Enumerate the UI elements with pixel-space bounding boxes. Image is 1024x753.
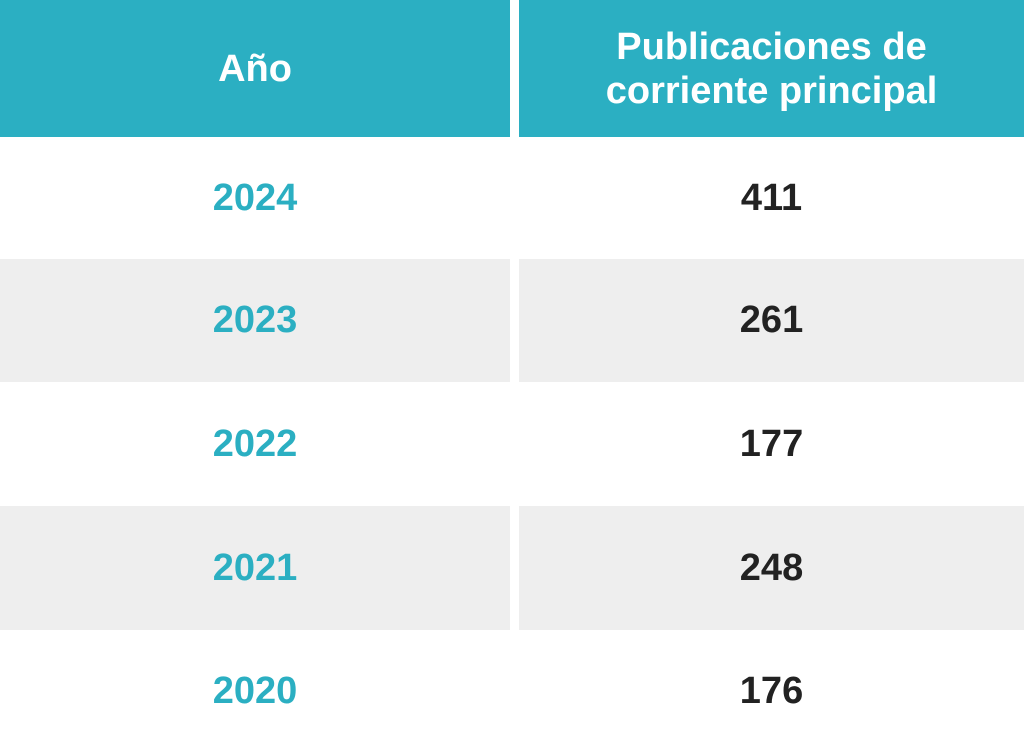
value-cell: 177: [739, 422, 804, 465]
table-header: Año Publicaciones de corriente principal: [0, 0, 1024, 137]
header-year: Año: [0, 0, 510, 137]
value-cell: 248: [519, 506, 1024, 630]
header-publications: Publicaciones de corriente principal: [519, 0, 1024, 137]
year-cell: 2021: [0, 506, 510, 630]
year-cell: 2024: [212, 176, 298, 219]
table-row: 2024 411: [0, 137, 1024, 259]
value-cell: 261: [519, 259, 1024, 382]
table-row: 2022 177: [0, 382, 1024, 506]
value-cell: 176: [739, 670, 804, 712]
value-cell: 411: [740, 176, 803, 219]
year-cell: 2020: [212, 670, 298, 712]
table-row: 2020 176: [0, 630, 1024, 753]
table-row: 2021 248: [0, 506, 1024, 630]
year-cell: 2023: [0, 259, 510, 382]
year-cell: 2022: [212, 422, 298, 465]
table-row: 2023 261: [0, 259, 1024, 382]
